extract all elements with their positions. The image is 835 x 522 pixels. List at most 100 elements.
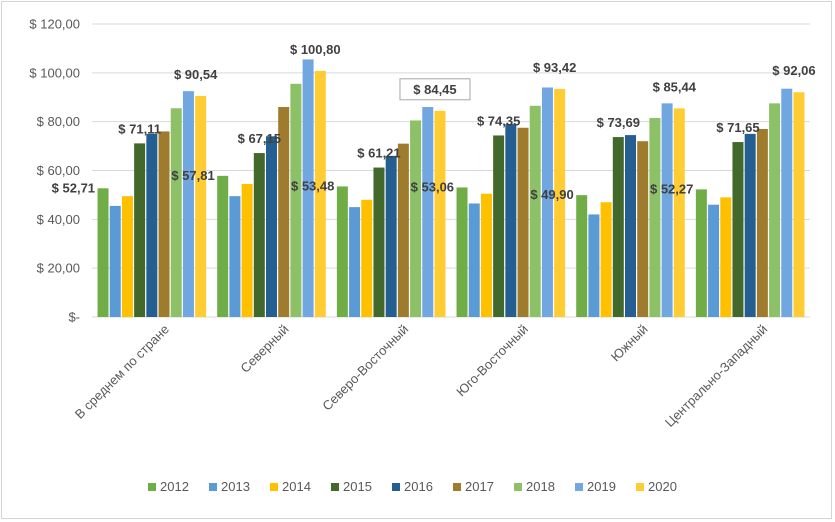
bar-2012 xyxy=(695,189,707,317)
bar-2017 xyxy=(158,131,170,317)
legend-swatch-2018 xyxy=(514,483,522,491)
bar-2016 xyxy=(625,135,636,317)
legend-label: 2018 xyxy=(526,479,555,494)
data-label: $ 100,80 xyxy=(290,42,341,57)
legend-swatch-2020 xyxy=(636,483,644,491)
bar-2017 xyxy=(397,143,409,317)
bar-2019 xyxy=(541,87,553,317)
bar-2014 xyxy=(241,183,253,317)
bar-2018 xyxy=(529,105,541,317)
data-label: $ 52,71 xyxy=(52,180,95,195)
y-tick-label: $ 20,00 xyxy=(37,261,80,276)
bar-2019 xyxy=(781,88,793,318)
data-label: $ 71,65 xyxy=(716,120,759,135)
data-label: $ 84,45 xyxy=(413,82,456,97)
data-label: $ 92,06 xyxy=(772,63,815,78)
bar-2019 xyxy=(422,107,434,318)
bar-2014 xyxy=(600,202,612,317)
data-labels: $ 52,71 $ 71,11 $ 90,54 $ 57,81 $ 67,15 $ 100… xyxy=(52,42,816,202)
data-label: $ 71,11 xyxy=(118,121,161,136)
legend-label: 2012 xyxy=(160,479,189,494)
bar-2020 xyxy=(554,88,566,317)
legend-label: 2013 xyxy=(221,479,250,494)
bar-2014 xyxy=(361,199,373,317)
bar-2018 xyxy=(410,120,422,317)
data-label: $ 61,21 xyxy=(357,146,400,161)
bar-2012 xyxy=(336,186,348,317)
bar-2012 xyxy=(97,188,109,317)
bar-2013 xyxy=(468,203,480,317)
bar-2019 xyxy=(182,91,194,317)
data-label: $ 67,15 xyxy=(238,131,281,146)
bar-2014 xyxy=(720,197,732,317)
legend-label: 2020 xyxy=(648,479,677,494)
legend-label: 2016 xyxy=(404,479,433,494)
data-label: $ 53,48 xyxy=(291,178,334,193)
data-label-box xyxy=(399,78,471,101)
data-label: $ 93,42 xyxy=(533,60,576,75)
bar-2020 xyxy=(434,110,446,318)
legend-label: 2019 xyxy=(587,479,616,494)
data-label: $ 85,44 xyxy=(653,79,697,94)
x-tick-label: Юго-Восточный xyxy=(453,322,531,400)
bar-2020 xyxy=(195,95,207,317)
bar-2015 xyxy=(493,135,505,317)
y-axis: $- $ 20,00 $ 40,00 $ 60,00 $ 80,00 $ 100,00 $ … xyxy=(29,17,80,325)
bar-2018 xyxy=(649,118,661,317)
bar-2014 xyxy=(121,196,133,317)
data-label: $ 74,35 xyxy=(477,113,520,128)
y-tick-label: $- xyxy=(68,310,80,325)
bar-2019 xyxy=(661,103,673,318)
x-axis: В среднем по стране Северный Северо-Восточ… xyxy=(72,322,771,430)
x-tick-label: Северо-Восточный xyxy=(319,322,411,414)
x-tick-label: В среднем по стране xyxy=(72,322,172,422)
y-tick-label: $ 40,00 xyxy=(37,212,80,227)
bar-2018 xyxy=(290,83,302,317)
bar-2015 xyxy=(612,137,624,317)
bar-2017 xyxy=(517,127,529,317)
y-tick-label: $ 120,00 xyxy=(29,17,80,32)
data-label: $ 53,06 xyxy=(411,179,454,194)
bar-2017 xyxy=(637,141,649,317)
bar-2017 xyxy=(278,107,290,318)
bars xyxy=(97,59,805,318)
bar-2015 xyxy=(253,153,265,317)
legend-swatch-2017 xyxy=(453,483,461,491)
bar-2015 xyxy=(732,142,744,317)
bar-2014 xyxy=(480,193,492,317)
bar-2018 xyxy=(170,108,182,317)
legend-swatch-2019 xyxy=(575,483,583,491)
bar-2016 xyxy=(146,133,158,317)
y-tick-label: $ 80,00 xyxy=(37,114,80,129)
bar-2015 xyxy=(134,143,146,317)
bar-2016 xyxy=(385,155,397,317)
legend-swatch-2014 xyxy=(270,483,278,491)
bar-2013 xyxy=(349,207,361,317)
x-tick-label: Северный xyxy=(237,322,291,376)
bar-2018 xyxy=(769,103,781,318)
bar-2016 xyxy=(505,124,517,317)
bar-2020 xyxy=(673,108,685,317)
bar-2017 xyxy=(756,128,768,317)
bar-2013 xyxy=(229,196,241,317)
bar-2013 xyxy=(109,205,121,317)
legend: 2012 2013 2014 2015 2016 2017 2018 2019 2020 xyxy=(148,479,677,494)
legend-swatch-2012 xyxy=(148,483,156,491)
legend-swatch-2015 xyxy=(331,483,339,491)
data-label: $ 52,27 xyxy=(650,181,693,196)
bar-2012 xyxy=(217,175,229,317)
legend-swatch-2013 xyxy=(209,483,217,491)
bar-2013 xyxy=(588,214,600,317)
legend-swatch-2016 xyxy=(392,483,400,491)
y-tick-label: $ 100,00 xyxy=(29,65,80,80)
bar-2013 xyxy=(708,204,720,317)
bar-2020 xyxy=(793,92,805,317)
data-label: $ 49,90 xyxy=(530,187,573,202)
bar-2016 xyxy=(744,133,756,317)
bar-2019 xyxy=(302,59,314,317)
gridlines xyxy=(92,23,810,318)
bar-2020 xyxy=(314,70,326,317)
data-label: $ 57,81 xyxy=(171,168,214,183)
legend-label: 2017 xyxy=(465,479,494,494)
